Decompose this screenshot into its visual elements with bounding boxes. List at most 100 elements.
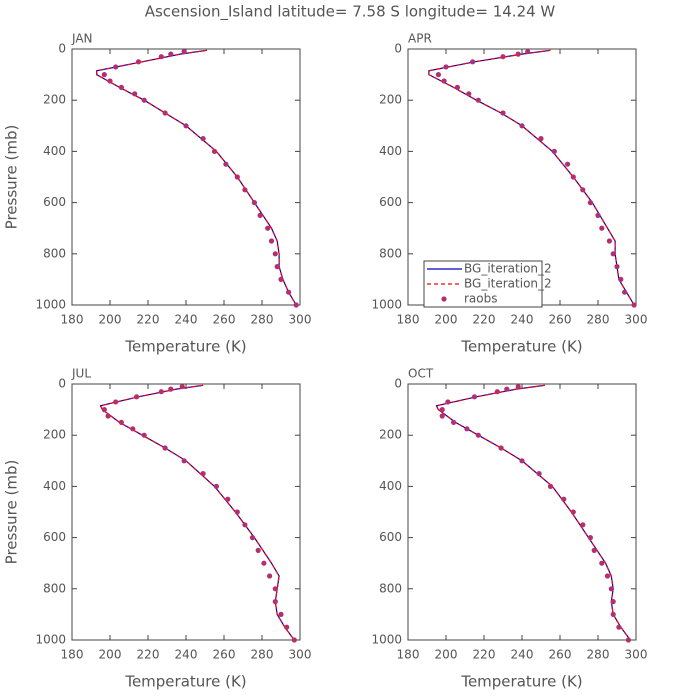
raob-point	[132, 91, 138, 97]
y-tick-label: 200	[43, 428, 66, 442]
y-axis-label: Pressure (mb)	[3, 125, 21, 230]
raob-point	[158, 389, 164, 395]
profile-line	[99, 384, 295, 641]
raob-point	[610, 611, 616, 618]
raob-point	[118, 419, 124, 425]
x-tick-label: 200	[99, 648, 122, 662]
raob-point	[570, 174, 576, 180]
raob-point	[610, 599, 616, 605]
raob-point	[591, 547, 597, 554]
raob-point	[551, 148, 557, 154]
raob-point	[439, 413, 445, 419]
raob-point	[464, 426, 470, 432]
raob-point	[251, 200, 257, 206]
raob-point	[599, 560, 605, 566]
y-tick-label: 200	[379, 428, 402, 442]
raob-point	[101, 407, 107, 413]
panel-label: APR	[408, 32, 432, 46]
profile-line	[435, 384, 631, 641]
y-tick-label: 800	[43, 246, 66, 260]
raob-point	[183, 123, 189, 129]
raob-point	[494, 389, 500, 395]
figure-title: Ascension_Island latitude= 7.58 S longit…	[145, 3, 556, 22]
raob-point	[536, 471, 542, 477]
raob-point	[618, 276, 624, 282]
raob-point	[610, 251, 616, 257]
raob-point	[267, 573, 273, 579]
plot-frame	[71, 383, 301, 641]
raob-point	[570, 509, 576, 515]
y-tick-label: 0	[394, 377, 402, 391]
x-tick-label: 260	[213, 313, 236, 327]
x-tick-label: 200	[435, 648, 458, 662]
panel-label: OCT	[408, 367, 434, 381]
raob-point	[242, 187, 248, 193]
raob-point	[274, 264, 280, 270]
raob-point	[498, 445, 504, 451]
raob-point	[284, 624, 290, 630]
raob-point	[101, 72, 107, 78]
raob-point	[293, 302, 299, 308]
raob-point	[200, 136, 206, 142]
y-tick-label: 600	[43, 530, 66, 544]
raob-point	[181, 458, 187, 464]
panel-label: JUL	[71, 367, 91, 381]
x-tick-label: 180	[61, 313, 84, 327]
x-tick-label: 300	[625, 648, 648, 662]
y-tick-label: 200	[379, 93, 402, 107]
y-tick-label: 1000	[371, 298, 402, 312]
raob-point	[441, 78, 447, 84]
x-tick-label: 200	[99, 313, 122, 327]
raob-point	[631, 302, 637, 308]
y-tick-label: 0	[394, 42, 402, 56]
raob-point	[561, 496, 567, 502]
x-tick-label: 300	[625, 313, 648, 327]
raob-point	[278, 611, 284, 618]
raob-point	[470, 59, 476, 65]
raob-point	[168, 386, 174, 392]
x-tick-label: 300	[289, 648, 312, 662]
x-tick-label: 280	[587, 313, 610, 327]
x-axis-label: Temperature (K)	[460, 673, 582, 691]
raob-point	[113, 399, 119, 405]
y-tick-label: 400	[43, 144, 66, 158]
y-tick-label: 400	[379, 479, 402, 493]
raob-point	[599, 225, 605, 231]
raob-point	[435, 72, 441, 78]
raob-point	[625, 637, 632, 643]
y-tick-label: 600	[379, 195, 402, 209]
x-tick-label: 180	[397, 648, 420, 662]
raob-point	[500, 110, 506, 116]
raob-point	[454, 84, 460, 90]
plot-frame	[71, 48, 301, 306]
x-tick-label: 260	[213, 648, 236, 662]
raob-point	[519, 123, 525, 129]
x-tick-label: 260	[549, 313, 572, 327]
y-tick-label: 400	[43, 479, 66, 493]
x-tick-label: 280	[587, 648, 610, 662]
raob-point	[249, 535, 256, 541]
raob-point	[547, 483, 554, 489]
raob-point	[580, 187, 586, 193]
legend-label: BG_iteration_2	[464, 262, 552, 276]
raob-point	[158, 54, 164, 60]
raob-point	[179, 383, 185, 390]
profile-line	[99, 384, 295, 641]
raob-point	[130, 426, 136, 432]
y-tick-label: 400	[379, 144, 402, 158]
raob-point	[118, 84, 124, 90]
raob-point	[272, 251, 278, 257]
raob-point	[272, 599, 278, 605]
y-tick-label: 1000	[35, 298, 66, 312]
raob-point	[475, 432, 481, 438]
raob-point	[587, 200, 594, 206]
raob-point	[622, 289, 628, 295]
y-axis-label: Pressure (mb)	[3, 460, 21, 565]
raob-point	[504, 386, 510, 392]
raob-point	[268, 238, 275, 244]
x-axis-label: Temperature (K)	[124, 338, 246, 356]
raob-point	[475, 97, 481, 103]
raob-point	[565, 161, 571, 167]
raob-point	[223, 161, 229, 167]
panel-label: JAN	[71, 32, 93, 46]
